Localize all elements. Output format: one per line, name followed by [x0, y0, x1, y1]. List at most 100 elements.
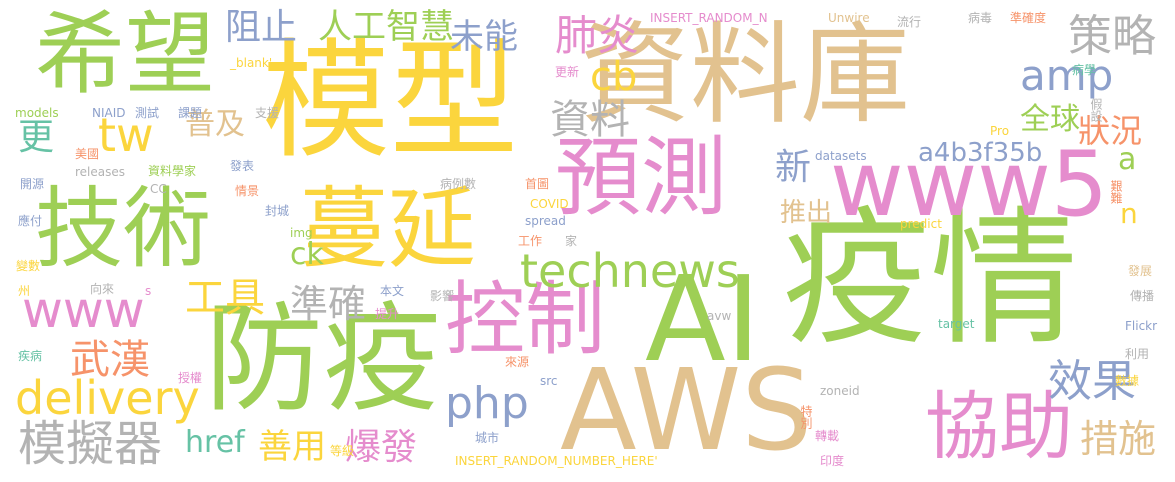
- word-datasets: datasets: [815, 149, 867, 163]
- word-target: target: [938, 317, 975, 331]
- word-niaid: NIAID: [92, 106, 126, 120]
- word-流行: 流行: [897, 15, 922, 29]
- word-www: www: [22, 281, 145, 339]
- word-模擬器: 模擬器: [18, 416, 163, 472]
- word-普及: 普及: [185, 107, 245, 142]
- word-cb: cb: [590, 54, 638, 100]
- word-策略: 策略: [1068, 11, 1156, 62]
- word-向來: 向來: [90, 282, 115, 296]
- word-病毒: 病毒: [968, 11, 993, 25]
- word-covid: COVID: [530, 197, 569, 211]
- word-predict: predict: [900, 217, 942, 231]
- word-假設: 假設: [1089, 98, 1103, 122]
- word-課題: 課題: [178, 106, 203, 120]
- word-s: s: [145, 284, 152, 298]
- word-tw: tw: [98, 108, 154, 162]
- word-工具: 工具: [185, 275, 265, 321]
- word-發表: 發表: [230, 159, 255, 173]
- word-城市: 城市: [475, 431, 500, 445]
- word-開源: 開源: [20, 177, 45, 191]
- word-印度: 印度: [820, 454, 845, 468]
- word-變數: 變數: [16, 259, 41, 273]
- word-效果: 效果: [1048, 356, 1136, 407]
- word-測試: 測試: [135, 106, 160, 120]
- word-zoneid: zoneid: [820, 384, 860, 398]
- word-病例數: 病例數: [440, 177, 477, 191]
- word-ck: ck: [290, 237, 324, 272]
- word-支援: 支援: [255, 106, 280, 120]
- word-傳播: 傳播: [1130, 289, 1155, 303]
- word-希望: 希望: [35, 2, 215, 107]
- word-準確: 準確: [290, 282, 367, 326]
- word-影響: 影響: [430, 289, 455, 303]
- word-insert-random-number-here: INSERT_RANDOM_NUMBER_HERE': [455, 454, 658, 468]
- word-php: php: [445, 378, 529, 429]
- word-協助: 協助: [925, 384, 1073, 470]
- word-模型: 模型: [262, 27, 519, 176]
- word-technews: technews: [520, 244, 740, 298]
- word-情景: 情景: [235, 184, 260, 198]
- word-amp: amp: [1020, 51, 1114, 100]
- word-新: 新: [775, 147, 812, 188]
- word-來源: 來源: [505, 355, 530, 369]
- word-資料: 資料: [550, 97, 630, 143]
- word-蔓延: 蔓延: [300, 177, 477, 280]
- word-狀況: 狀況: [1078, 112, 1143, 150]
- word-艱難: 艱難: [1109, 180, 1123, 204]
- word-肺炎: 肺炎: [555, 11, 640, 60]
- word-人工智慧: 人工智慧: [318, 7, 454, 47]
- word-cc: CC: [150, 182, 167, 196]
- word-爆發: 爆發: [345, 427, 418, 468]
- word-利用: 利用: [1125, 347, 1150, 361]
- word-pro: Pro: [990, 124, 1010, 138]
- word-insert-random-n: INSERT_RANDOM_N: [650, 11, 768, 25]
- word-武漢: 武漢: [70, 337, 150, 383]
- word-img: img: [290, 226, 313, 240]
- word-防疫: 防疫: [205, 290, 442, 428]
- word-www5: www5: [830, 132, 1109, 237]
- word-預測: 預測: [555, 128, 727, 228]
- word-releases: releases: [75, 165, 126, 179]
- word-資料學家: 資料學家: [148, 164, 197, 178]
- word-src: src: [540, 374, 558, 388]
- word-ai: AI: [645, 250, 761, 388]
- word-a: a: [1118, 142, 1137, 177]
- word-全球: 全球: [1020, 102, 1080, 137]
- word-資料庫: 資料庫: [580, 11, 910, 139]
- word-措施: 措施: [1080, 417, 1157, 461]
- word-spread: spread: [525, 214, 566, 228]
- word-疫情: 疫情: [782, 193, 1078, 365]
- word-avw: avw: [707, 309, 732, 323]
- word-封城: 封城: [265, 204, 290, 218]
- word-flickr: Flickr: [1125, 319, 1158, 333]
- word-疾病: 疾病: [18, 349, 43, 363]
- word-本文: 本文: [380, 284, 405, 298]
- word-delivery: delivery: [15, 371, 200, 425]
- word-推出: 推出: [780, 198, 833, 228]
- word-應付: 應付: [18, 214, 43, 228]
- word-href: href: [185, 425, 245, 460]
- word-控制: 控制: [445, 273, 605, 366]
- word-提升: 提升: [375, 307, 400, 321]
- word-數據: 數據: [1115, 374, 1140, 388]
- word-首圖: 首圖: [525, 177, 550, 191]
- word-病學: 病學: [1072, 63, 1097, 77]
- word-美國: 美國: [75, 147, 100, 161]
- word-blank: _blank': [230, 56, 273, 70]
- word-州: 州: [18, 284, 31, 298]
- word-models: models: [15, 106, 59, 120]
- word-轉載: 轉載: [815, 429, 840, 443]
- word-工作: 工作: [518, 234, 543, 248]
- word-家: 家: [565, 234, 578, 248]
- word-技術: 技術: [35, 177, 212, 280]
- word-發展: 發展: [1128, 264, 1153, 278]
- word-更新: 更新: [555, 65, 580, 79]
- word-未能: 未能: [450, 17, 518, 57]
- word-a4b3f35b: a4b3f35b: [918, 138, 1043, 168]
- word-特別: 特別: [799, 405, 813, 429]
- word-授權: 授權: [178, 371, 203, 385]
- word-阻止: 阻止: [225, 7, 298, 48]
- word-善用: 善用: [258, 427, 326, 467]
- word-更: 更: [18, 117, 55, 158]
